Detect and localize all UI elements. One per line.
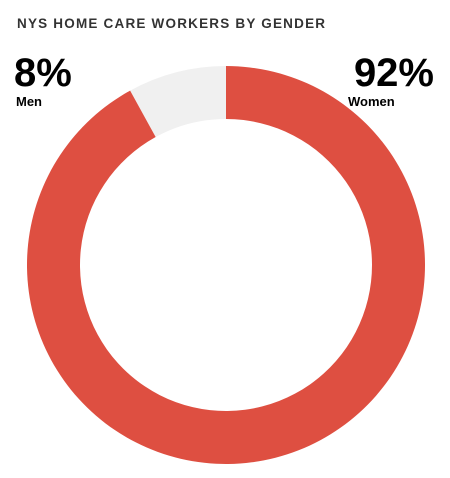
donut-segment	[27, 66, 426, 464]
chart-title: NYS HOME CARE WORKERS BY GENDER	[17, 16, 326, 31]
category-label: Men	[16, 94, 42, 109]
value-label: 8%	[14, 51, 72, 95]
category-label: Women	[348, 94, 395, 109]
donut-segment	[130, 66, 226, 138]
value-label: 92%	[354, 51, 434, 95]
